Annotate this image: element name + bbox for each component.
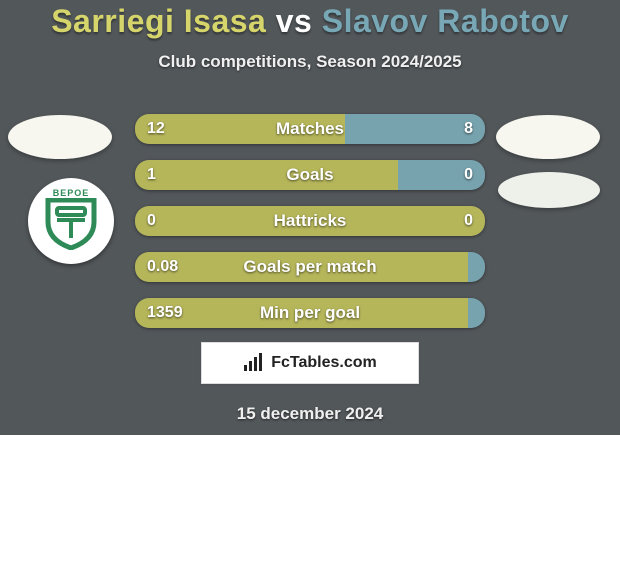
stat-label: Hattricks (135, 211, 485, 231)
comparison-card: Sarriegi Isasa vs Slavov Rabotov Club co… (0, 0, 620, 435)
player2-name: Slavov Rabotov (322, 3, 569, 39)
stat-row: 00Hattricks (135, 206, 485, 236)
stat-label: Goals per match (135, 257, 485, 277)
stat-label: Matches (135, 119, 485, 139)
player1-name: Sarriegi Isasa (51, 3, 266, 39)
stat-label: Min per goal (135, 303, 485, 323)
stats-list: 128Matches 10Goals 00Hattricks 0.08Goals pe… (0, 114, 620, 328)
attribution-text: FcTables.com (271, 354, 377, 372)
stat-row: 0.08Goals per match (135, 252, 485, 282)
vs-label: vs (276, 3, 313, 39)
stat-row: 128Matches (135, 114, 485, 144)
stat-label: Goals (135, 165, 485, 185)
stat-row: 10Goals (135, 160, 485, 190)
subtitle: Club competitions, Season 2024/2025 (158, 52, 461, 72)
blank-area (0, 435, 620, 580)
attribution-box[interactable]: FcTables.com (201, 342, 419, 384)
page-title: Sarriegi Isasa vs Slavov Rabotov (51, 3, 569, 40)
date-line: 15 december 2024 (237, 404, 384, 424)
chart-bars-icon (243, 353, 265, 373)
stat-row: 1359Min per goal (135, 298, 485, 328)
